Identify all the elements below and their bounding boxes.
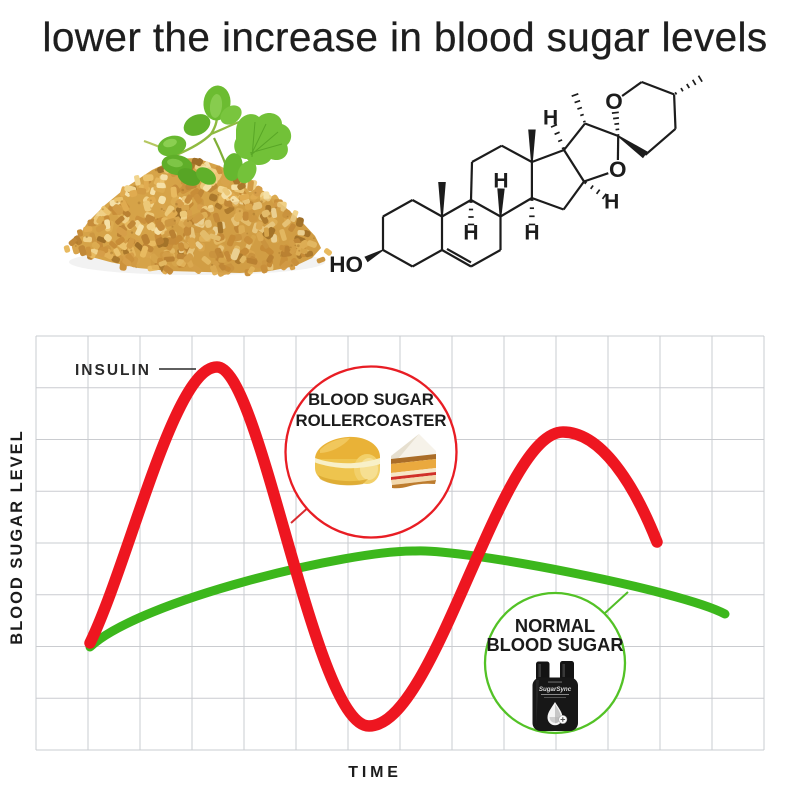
svg-text:H: H [524, 222, 539, 245]
svg-text:O: O [605, 89, 623, 114]
svg-text:BLOOD SUGAR: BLOOD SUGAR [486, 634, 623, 655]
svg-text:H: H [604, 191, 619, 214]
svg-text:O: O [609, 157, 627, 182]
svg-text:BLOOD SUGAR: BLOOD SUGAR [308, 390, 434, 409]
svg-text:ROLLERCOASTER: ROLLERCOASTER [295, 411, 446, 430]
svg-text:HO: HO [330, 252, 363, 277]
svg-text:H: H [543, 107, 558, 130]
svg-text:TIME: TIME [348, 764, 401, 781]
svg-text:BLOOD SUGAR LEVEL: BLOOD SUGAR LEVEL [8, 429, 26, 645]
svg-text:INSULIN: INSULIN [75, 362, 151, 379]
svg-text:SugarSync: SugarSync [539, 686, 572, 693]
svg-text:H: H [493, 170, 508, 193]
svg-text:NORMAL: NORMAL [515, 615, 595, 636]
svg-text:H: H [463, 222, 478, 245]
